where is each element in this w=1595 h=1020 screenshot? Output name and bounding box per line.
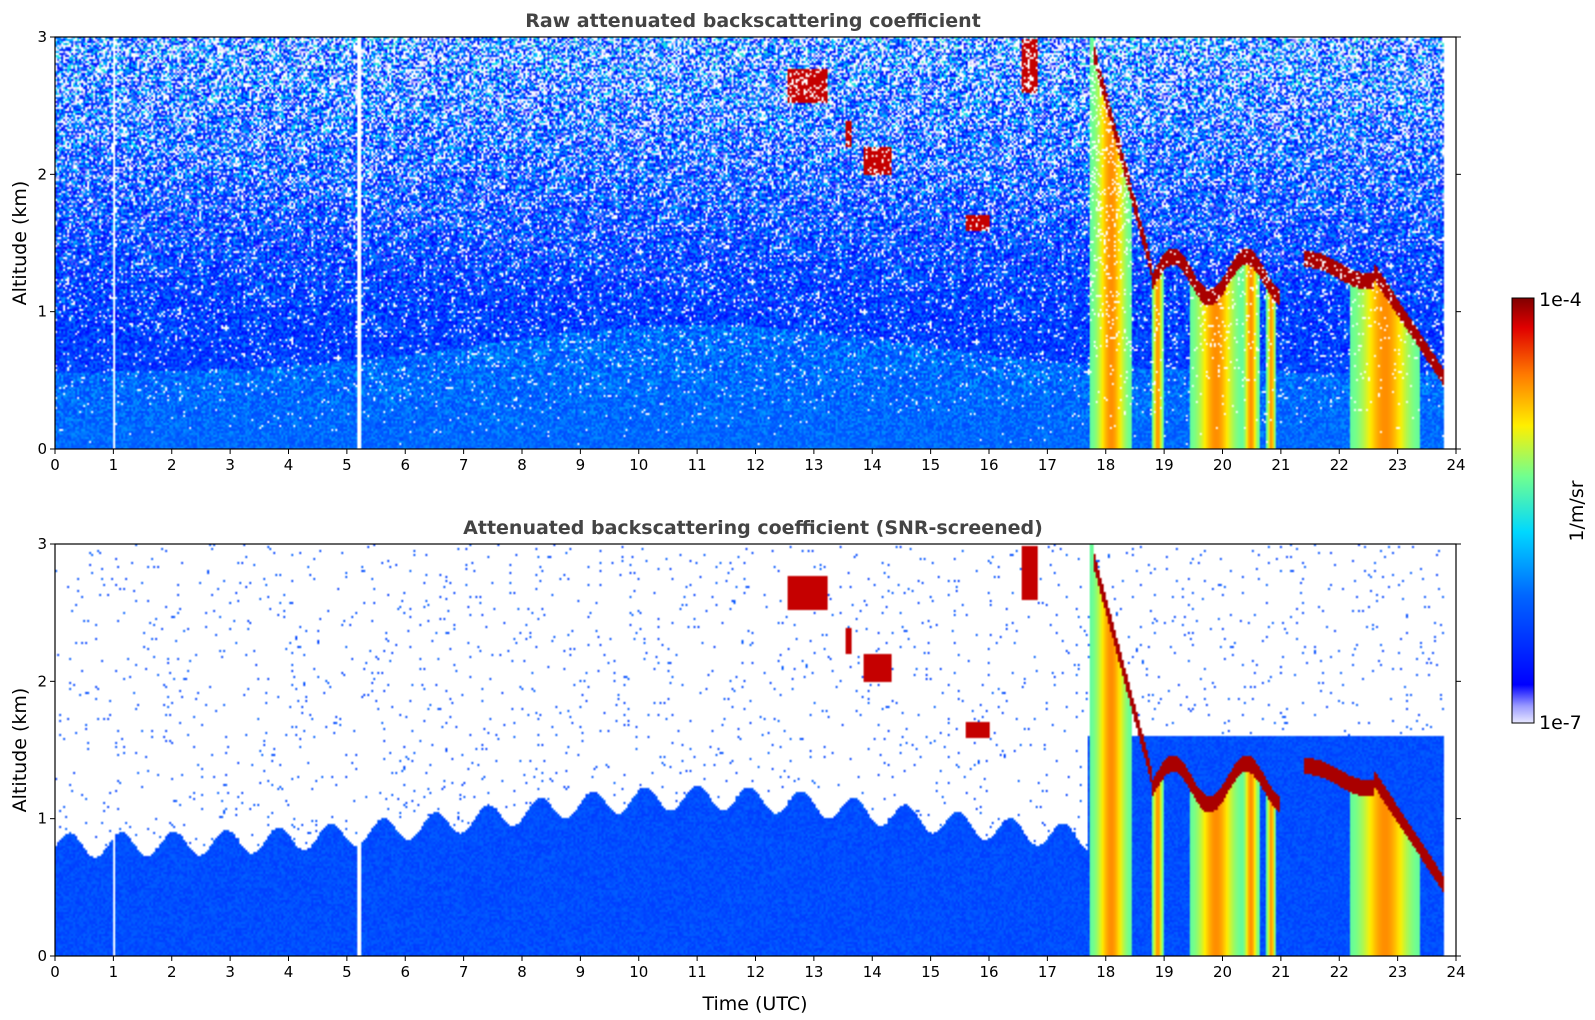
y-tick-label: 0 xyxy=(37,947,47,965)
x-tick-label: 11 xyxy=(688,963,707,981)
x-tick-label: 5 xyxy=(342,456,352,474)
x-tick-label: 24 xyxy=(1446,963,1465,981)
x-tick-label: 3 xyxy=(225,456,235,474)
panel-raw-x-ticks: 0 1 2 3 4 5 6 7 8 9 10 11 12 13 14 15 16 17 18 19 20 21 22 23 24 xyxy=(50,449,1466,474)
y-tick-label: 2 xyxy=(37,672,47,690)
x-tick-label: 18 xyxy=(1096,963,1115,981)
x-tick-label: 23 xyxy=(1388,456,1407,474)
x-tick-label: 9 xyxy=(576,963,586,981)
x-tick-label: 6 xyxy=(400,963,410,981)
x-tick-label: 17 xyxy=(1038,963,1057,981)
panel-raw-title: Raw attenuated backscattering coefficien… xyxy=(525,10,981,32)
x-tick-label: 24 xyxy=(1446,456,1465,474)
x-tick-label: 0 xyxy=(50,963,60,981)
x-tick-label: 21 xyxy=(1271,456,1290,474)
y-tick-label: 1 xyxy=(37,303,47,321)
panel-raw-y-ticks: 0 1 2 3 xyxy=(37,28,1461,458)
x-tick-label: 2 xyxy=(167,456,177,474)
x-tick-label: 0 xyxy=(50,456,60,474)
x-tick-label: 8 xyxy=(517,456,527,474)
colorbar-min-label: 1e-7 xyxy=(1539,712,1582,734)
raw-heatmap-holder xyxy=(55,37,1456,449)
x-tick-label: 14 xyxy=(863,963,882,981)
panel-raw: Raw attenuated backscattering coefficien… xyxy=(9,10,1466,474)
x-tick-label: 18 xyxy=(1096,456,1115,474)
x-tick-label: 16 xyxy=(979,456,998,474)
x-tick-label: 14 xyxy=(863,456,882,474)
x-tick-label: 7 xyxy=(459,963,469,981)
x-tick-label: 22 xyxy=(1330,456,1349,474)
x-tick-label: 1 xyxy=(109,963,119,981)
x-tick-label: 5 xyxy=(342,963,352,981)
panel-screened: Attenuated backscattering coefficient (S… xyxy=(9,517,1466,1015)
x-tick-label: 15 xyxy=(921,456,940,474)
y-tick-label: 2 xyxy=(37,165,47,183)
panel-screened-ylabel: Altitude (km) xyxy=(9,688,31,813)
colorbar-label: 1/m/sr xyxy=(1566,480,1588,541)
y-tick-label: 3 xyxy=(37,28,47,46)
y-tick-label: 0 xyxy=(37,440,47,458)
x-tick-label: 12 xyxy=(746,456,765,474)
x-tick-label: 15 xyxy=(921,963,940,981)
x-tick-label: 7 xyxy=(459,456,469,474)
panel-screened-x-ticks: 0 1 2 3 4 5 6 7 8 9 10 11 12 13 14 15 16 17 18 19 20 21 22 23 24 xyxy=(50,956,1466,981)
x-tick-label: 20 xyxy=(1213,963,1232,981)
x-tick-label: 22 xyxy=(1330,963,1349,981)
screened-heatmap xyxy=(55,544,1456,956)
x-tick-label: 10 xyxy=(629,963,648,981)
x-tick-label: 1 xyxy=(109,456,119,474)
x-tick-label: 10 xyxy=(629,456,648,474)
colorbar-max-label: 1e-4 xyxy=(1539,289,1582,311)
x-tick-label: 4 xyxy=(284,456,294,474)
panel-screened-xlabel: Time (UTC) xyxy=(701,993,807,1015)
x-tick-label: 19 xyxy=(1155,963,1174,981)
x-tick-label: 17 xyxy=(1038,456,1057,474)
y-tick-label: 3 xyxy=(37,535,47,553)
x-tick-label: 4 xyxy=(284,963,294,981)
x-tick-label: 2 xyxy=(167,963,177,981)
x-tick-label: 13 xyxy=(804,963,823,981)
x-tick-label: 13 xyxy=(804,456,823,474)
x-tick-label: 19 xyxy=(1155,456,1174,474)
x-tick-label: 9 xyxy=(576,456,586,474)
raw-heatmap xyxy=(55,37,1456,449)
panel-screened-y-ticks: 0 1 2 3 xyxy=(37,535,1461,965)
colorbar: 1e-4 1e-7 1/m/sr xyxy=(1511,289,1588,734)
x-tick-label: 12 xyxy=(746,963,765,981)
panel-raw-ylabel: Altitude (km) xyxy=(9,181,31,306)
x-tick-label: 11 xyxy=(688,456,707,474)
x-tick-label: 3 xyxy=(225,963,235,981)
x-tick-label: 8 xyxy=(517,963,527,981)
x-tick-label: 6 xyxy=(400,456,410,474)
panel-screened-title: Attenuated backscattering coefficient (S… xyxy=(463,517,1043,539)
colorbar-scale xyxy=(1511,297,1535,724)
y-tick-label: 1 xyxy=(37,810,47,828)
x-tick-label: 16 xyxy=(979,963,998,981)
x-tick-label: 23 xyxy=(1388,963,1407,981)
screened-heatmap-holder xyxy=(55,544,1456,956)
x-tick-label: 21 xyxy=(1271,963,1290,981)
x-tick-label: 20 xyxy=(1213,456,1232,474)
